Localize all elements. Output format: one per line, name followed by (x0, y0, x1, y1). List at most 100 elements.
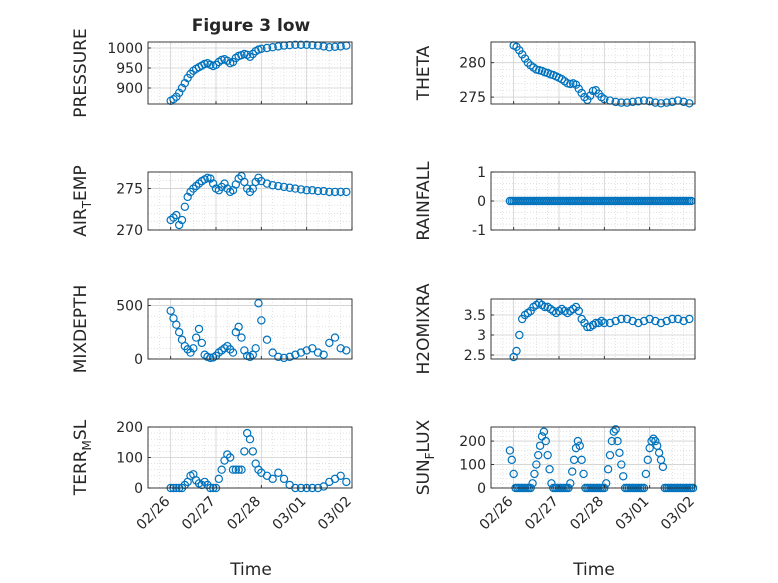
theta-data-point (577, 88, 586, 98)
h2omixra-data-point (628, 316, 637, 326)
figure-title: Figure 3 low (192, 16, 311, 36)
mixdepth-data-point (285, 352, 294, 362)
air-temp-data-point (325, 187, 334, 197)
terr-msl-ytick-label: 200 (116, 420, 143, 436)
mixdepth-data-point (234, 322, 243, 332)
h2omixra-data-point (634, 318, 643, 328)
sun-flux-data-point (649, 434, 658, 443)
theta-data-point (628, 97, 637, 107)
sun-flux-data-point (539, 427, 549, 436)
terr-msl-data-point (234, 465, 243, 474)
mixdepth-data-point (254, 299, 263, 308)
theta-ytick-label: 280 (459, 56, 486, 72)
sun-flux-data-point (534, 450, 543, 460)
sun-flux-data-point (573, 436, 583, 446)
air-temp-ylabel: AIRTEMP (71, 165, 94, 236)
theta-ytick-label: 275 (459, 90, 486, 106)
pressure-data-point (169, 94, 178, 104)
pressure-data-point (336, 42, 345, 51)
terr-msl-data-point (279, 474, 289, 484)
pressure-data-point (319, 42, 328, 51)
mixdepth-data-point (296, 348, 306, 357)
sun-flux-data-point (603, 465, 613, 474)
theta-data-point (617, 98, 626, 107)
air-temp-data-point (274, 181, 283, 191)
theta-data-point (622, 98, 632, 107)
panel-mixdepth: 0 500 MIXDEPTH (71, 285, 353, 373)
sun-flux-data-point (575, 441, 584, 450)
sun-flux-data-point (617, 460, 626, 469)
sun-flux-data-point (568, 467, 577, 476)
panel-pressure: 900 950 1000 PRESSURE (71, 28, 353, 118)
h2omixra-ytick-label: 2.5 (464, 348, 486, 364)
sun-flux-data-point (615, 448, 624, 458)
terr-msl-ytick-label: 0 (134, 481, 143, 497)
terr-msl-data-point (231, 465, 241, 474)
pressure-data-point (248, 49, 258, 59)
sun-flux-ytick-label: 100 (459, 458, 486, 474)
mixdepth-data-point (308, 344, 317, 353)
rainfall-ytick-label: 0 (477, 194, 486, 210)
sun-flux-data-point (643, 455, 652, 465)
rainfall-ytick-label: 1 (477, 165, 486, 181)
air-temp-data-point (336, 187, 345, 197)
theta-data-point (580, 92, 589, 102)
mixdepth-data-point (189, 344, 198, 353)
mixdepth-data-point (336, 344, 345, 353)
terr-msl-data-point (319, 482, 328, 491)
sun-flux-data-point (543, 450, 552, 460)
sun-flux-data-point (613, 436, 622, 446)
h2omixra-data-point (574, 306, 584, 316)
pressure-data-point (296, 40, 306, 50)
pressure-data-point (174, 88, 184, 98)
h2omixra-data-point (591, 318, 601, 328)
mixdepth-data-point (174, 328, 184, 337)
h2omixra-axes-box (490, 298, 696, 360)
terr-msl-data-point (240, 447, 249, 456)
h2omixra-data-point (515, 330, 524, 340)
pressure-data-point (325, 43, 334, 52)
mixdepth-data-point (228, 348, 238, 357)
terr-msl-ylabel-part: SL (71, 419, 91, 440)
sun-flux-data-point (611, 425, 620, 434)
sun-flux-ylabel-subscript: F (423, 452, 437, 459)
h2omixra-data-point (512, 346, 521, 356)
theta-data-point (520, 54, 530, 63)
sun-flux-data-point (545, 465, 554, 474)
sun-flux-data-point (607, 436, 617, 446)
mixdepth-data-point (325, 338, 334, 348)
mixdepth-data-point (330, 333, 340, 342)
sun-flux-data-point (579, 469, 588, 479)
terr-msl-data-point (228, 465, 238, 474)
mixdepth-data-point (302, 346, 311, 355)
mixdepth-data-point (257, 316, 266, 325)
theta-data-point (583, 95, 592, 105)
pressure-data-point (268, 43, 277, 52)
mixdepth-data-point (262, 335, 272, 344)
terr-msl-data-point (217, 465, 226, 474)
air-temp-ytick-label: 270 (116, 223, 143, 239)
h2omixra-ytick-label: 3.5 (464, 308, 486, 324)
air-temp-data-point (169, 213, 178, 222)
sun-flux-data-point (647, 436, 656, 446)
h2omixra-data-point (656, 318, 666, 328)
h2omixra-data-point (685, 314, 694, 324)
h2omixra-data-point (651, 316, 660, 326)
mixdepth-data-point (166, 306, 175, 315)
mixdepth-ytick-label: 0 (134, 352, 143, 368)
air-temp-data-point (342, 187, 351, 197)
air-temp-ylabel-subscript: T (80, 200, 94, 209)
terr-msl-ylabel-subscript: M (80, 440, 94, 450)
pressure-data-point (302, 40, 311, 50)
pressure-ytick-label: 900 (116, 81, 143, 97)
pressure-data-point (274, 42, 283, 51)
air-temp-ylabel-part: EMP (71, 165, 91, 201)
theta-data-point (679, 97, 688, 107)
theta-data-point (585, 91, 595, 100)
h2omixra-ytick-label: 3 (477, 328, 486, 344)
sun-flux-data-point (619, 472, 628, 481)
sun-flux-ytick-label: 0 (477, 481, 486, 497)
mixdepth-data-point (194, 324, 204, 334)
pressure-data-point (257, 44, 266, 54)
theta-data-point (611, 97, 620, 107)
